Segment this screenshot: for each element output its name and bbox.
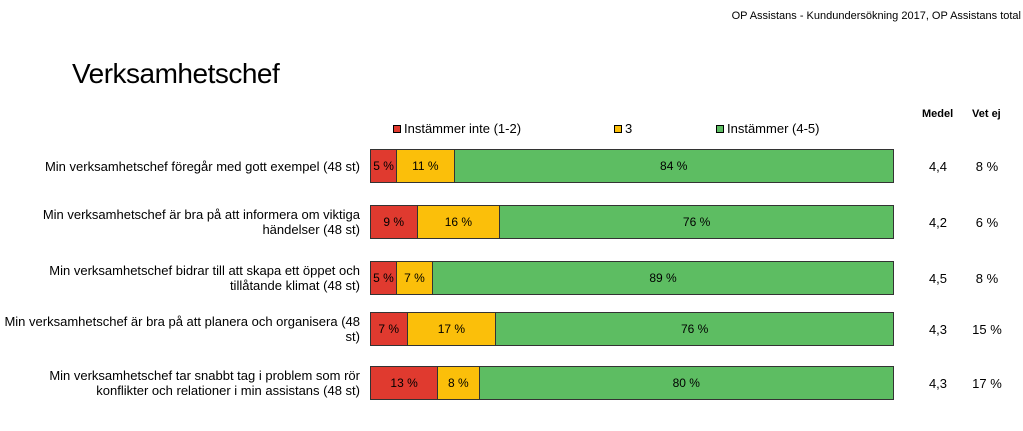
- data-label: 7 %: [378, 322, 400, 336]
- row-label: Min verksamhetschef är bra på att inform…: [42, 207, 360, 237]
- medel-value: 4,4: [928, 159, 948, 174]
- stacked-bar: 5 % 7 % 89 %: [370, 261, 894, 295]
- legend-swatch-disagree: [393, 124, 401, 133]
- bar-segment-disagree: 5 %: [371, 262, 397, 294]
- row-label: Min verksamhetschef bidrar till att skap…: [49, 263, 360, 293]
- bar-segment-agree: 89 %: [433, 262, 893, 294]
- stacked-bar: 7 % 17 % 76 %: [370, 312, 894, 346]
- legend-label-neutral: 3: [625, 121, 633, 136]
- bar-segment-neutral: 16 %: [417, 206, 501, 238]
- bar-segment-agree: 80 %: [479, 367, 893, 399]
- bar-segment-disagree: 5 %: [371, 150, 398, 182]
- data-label: 13 %: [390, 376, 418, 390]
- legend-label-disagree: Instämmer inte (1-2): [404, 121, 522, 136]
- medel-value: 4,2: [928, 215, 948, 230]
- chart-title: Verksamhetschef: [72, 58, 280, 89]
- row-label: Min verksamhetschef tar snabbt tag i pro…: [49, 368, 360, 398]
- data-label: 5 %: [373, 271, 394, 285]
- data-label: 76 %: [680, 322, 709, 336]
- vet-ej-value: 15 %: [972, 322, 1002, 337]
- medel-value: 4,5: [928, 271, 948, 286]
- data-label: 84 %: [660, 159, 688, 173]
- bar-segment-agree: 76 %: [496, 313, 893, 345]
- data-label: 9 %: [383, 215, 405, 229]
- bar-segment-agree: 84 %: [454, 150, 893, 182]
- data-label: 7 %: [404, 271, 425, 285]
- data-label: 17 %: [437, 322, 466, 336]
- stacked-bar: 13 % 8 % 80 %: [370, 366, 894, 400]
- vet-ej-value: 17 %: [972, 376, 1002, 391]
- vet-ej-column-header: Vet ej: [972, 108, 1001, 120]
- vet-ej-value: 8 %: [975, 271, 999, 286]
- bar-segment-disagree: 9 %: [371, 206, 418, 238]
- legend-item-disagree: Instämmer inte (1-2): [393, 121, 521, 136]
- bar-segment-neutral: 17 %: [407, 313, 497, 345]
- data-label: 89 %: [649, 271, 677, 285]
- stacked-bar: 5 % 11 % 84 %: [370, 149, 894, 183]
- legend-swatch-agree: [716, 124, 724, 133]
- row-label: Min verksamhetschef föregår med gott exe…: [44, 158, 360, 174]
- bar-segment-agree: 76 %: [500, 206, 893, 238]
- data-label: 80 %: [672, 376, 700, 390]
- bar-segment-neutral: 8 %: [438, 367, 480, 399]
- medel-value: 4,3: [928, 322, 948, 337]
- header-note: OP Assistans - Kundundersökning 2017, OP…: [731, 10, 1021, 22]
- bar-segment-disagree: 7 %: [371, 313, 408, 345]
- legend-item-neutral: 3: [614, 121, 632, 136]
- data-label: 11 %: [412, 159, 439, 173]
- bar-segment-neutral: 7 %: [396, 262, 434, 294]
- vet-ej-value: 8 %: [975, 159, 999, 174]
- bar-segment-neutral: 11 %: [397, 150, 455, 182]
- stacked-bar: 9 % 16 % 76 %: [370, 205, 894, 239]
- medel-value: 4,3: [928, 376, 948, 391]
- data-label: 5 %: [373, 159, 394, 173]
- data-label: 16 %: [444, 215, 473, 229]
- bar-segment-disagree: 13 %: [371, 367, 439, 399]
- vet-ej-value: 6 %: [975, 215, 999, 230]
- medel-column-header: Medel: [922, 108, 954, 120]
- legend-swatch-neutral: [614, 124, 622, 133]
- data-label: 76 %: [682, 215, 711, 229]
- legend-item-agree: Instämmer (4-5): [716, 121, 819, 136]
- row-label: Min verksamhetschef är bra på att planer…: [4, 314, 360, 344]
- data-label: 8 %: [448, 376, 469, 390]
- legend-label-agree: Instämmer (4-5): [727, 121, 820, 136]
- legend: Instämmer inte (1-2) 3 Instämmer (4-5): [393, 121, 913, 137]
